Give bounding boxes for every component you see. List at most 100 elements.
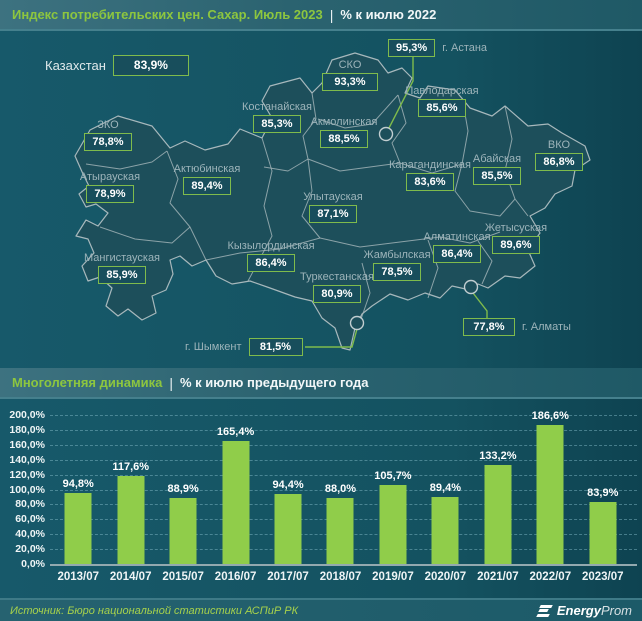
bar-group-2016/07: 165,4%	[209, 415, 261, 564]
kazakhstan-map	[74, 52, 591, 351]
bar-group-2015/07: 88,9%	[157, 415, 209, 564]
region-value-badge: 89,4%	[183, 177, 231, 195]
region-value-badge: 86,8%	[535, 153, 583, 171]
astana-callout-line	[388, 57, 414, 129]
region-name: Карагандинская	[389, 159, 471, 171]
region-value-badge: 78,5%	[373, 263, 421, 281]
gridline	[50, 429, 637, 431]
dynamics-header: Многолетняя динамика | % к июлю предыдущ…	[0, 368, 642, 399]
bar-group-2021/07: 133,2%	[472, 415, 524, 564]
title-divider: |	[329, 6, 334, 23]
region-value-badge: 86,4%	[247, 254, 295, 272]
map-region-shymkent-city: г. Шымкент 81,5%	[185, 338, 303, 356]
bar-group-2013/07: 94,8%	[52, 415, 104, 564]
region-value-badge: 80,9%	[313, 285, 361, 303]
region-value-badge: 77,8%	[463, 318, 515, 336]
bar-chart: 0,0% 20,0% 40,0% 60,0% 80,0% 100,0% 120,0% 140,…	[0, 399, 642, 594]
source-note: Источник: Бюро национальной статистики А…	[10, 604, 299, 617]
map-region-kostanayskaya: Костанайская 85,3%	[238, 101, 316, 133]
chart-baseline	[50, 564, 637, 566]
x-tick-label: 2015/07	[162, 571, 204, 583]
x-tick-label: 2023/07	[581, 571, 624, 583]
gridline	[50, 474, 637, 476]
map-region-zhambylskaya: Жамбылская 78,5%	[362, 249, 432, 281]
map-region-atyrauskaya: Атырауская 78,9%	[73, 171, 147, 203]
energyprom-logo-text: EnergyProm	[557, 603, 632, 618]
x-tick-label: 2019/07	[372, 571, 414, 583]
y-tick-label: 100,0%	[9, 483, 45, 496]
region-value-badge: 85,3%	[253, 115, 301, 133]
map-region-karagandinskaya: Карагандинская 83,6%	[386, 159, 474, 191]
region-name: Абайская	[472, 153, 522, 165]
region-name: СКО	[338, 59, 362, 71]
bar-value-label: 186,6%	[531, 410, 569, 422]
region-name: г. Шымкент	[185, 341, 242, 353]
map-region-almaty-city: 77,8% г. Алматы	[463, 318, 571, 336]
bar	[64, 493, 92, 564]
x-tick-label: 2021/07	[477, 571, 519, 583]
bar-value-label: 89,4%	[429, 482, 461, 495]
bar-group-2014/07: 117,6%	[104, 415, 156, 564]
map-region-mangistauskaya: Мангистауская 85,9%	[80, 252, 164, 284]
y-tick-label: 20,0%	[15, 543, 45, 556]
shymkent-marker	[349, 315, 365, 331]
map-region-zhetysuskaya: Жетысуская 89,6%	[482, 222, 550, 254]
y-tick-label: 80,0%	[15, 498, 45, 511]
region-value-badge: 89,6%	[492, 236, 540, 254]
country-name: Казахстан	[45, 57, 106, 73]
region-name: Жетысуская	[484, 222, 548, 234]
y-tick-label: 120,0%	[9, 468, 45, 481]
astana-marker	[378, 126, 394, 142]
bar-group-2023/07: 83,9%	[577, 415, 629, 564]
logo-text-bold: Energy	[556, 603, 601, 618]
region-value-badge: 85,6%	[418, 99, 466, 117]
map-region-sko: СКО 93,3%	[318, 59, 382, 91]
region-name: ВКО	[547, 139, 571, 151]
region-name: Костанайская	[241, 101, 313, 113]
map-region-kyzylordinskaya: Кызылординская 86,4%	[226, 240, 316, 272]
bar	[117, 476, 145, 564]
x-tick-label: 2017/07	[267, 571, 309, 583]
map-region-ulytauskaya: Улытауская 87,1%	[300, 191, 366, 223]
bar-group-2017/07: 94,4%	[262, 415, 314, 564]
bar-value-label: 165,4%	[216, 425, 255, 438]
region-value-badge: 85,5%	[473, 167, 521, 185]
bar	[222, 440, 250, 564]
x-tick-label: 2018/07	[319, 571, 362, 583]
y-tick-label: 0,0%	[21, 558, 45, 570]
map-region-astana-city: 95,3% г. Астана	[388, 39, 487, 57]
region-name: г. Алматы	[522, 321, 571, 333]
region-name: Акмолинская	[310, 116, 378, 128]
title-divider: |	[169, 374, 173, 391]
bar	[484, 464, 512, 564]
bar-value-label: 94,4%	[272, 478, 304, 491]
region-borders	[85, 92, 529, 329]
region-name: Атырауская	[79, 171, 141, 183]
map-region-aktyubinskaya: Актюбинская 89,4%	[170, 163, 244, 195]
almaty-marker	[463, 279, 479, 295]
bar-group-2018/07: 88,0%	[314, 415, 366, 564]
region-name: Жамбылская	[363, 249, 431, 261]
region-value-badge: 78,9%	[86, 185, 134, 203]
chart-bars: 94,8% 117,6% 88,9% 165,4% 94,4% 88,0% 105,7% 89…	[52, 410, 629, 564]
map-region-vko: ВКО 86,8%	[530, 139, 588, 171]
map-region-almatinskaya: Алматинская 86,4%	[422, 231, 492, 263]
region-name: Улытауская	[303, 191, 363, 203]
region-name: г. Астана	[442, 42, 488, 54]
map-region-turkestanskaya: Туркестанская 80,9%	[300, 271, 374, 303]
bar-value-label: 133,2%	[479, 449, 517, 462]
bar-value-label: 105,7%	[374, 470, 412, 483]
logo-text-light: Prom	[600, 603, 632, 618]
region-value-badge: 87,1%	[309, 205, 357, 223]
y-tick-label: 60,0%	[15, 513, 45, 526]
region-name: Туркестанская	[300, 271, 374, 283]
bar	[379, 485, 407, 564]
main-title-highlight: Индекс потребительских цен. Сахар. Июль …	[12, 7, 323, 22]
region-name: Алматинская	[423, 231, 491, 243]
footer: Источник: Бюро национальной статистики А…	[0, 598, 642, 621]
shymkent-callout-line	[305, 328, 358, 348]
region-value-badge: 88,5%	[320, 130, 368, 148]
bar-group-2019/07: 105,7%	[367, 415, 419, 564]
bar	[326, 498, 354, 564]
